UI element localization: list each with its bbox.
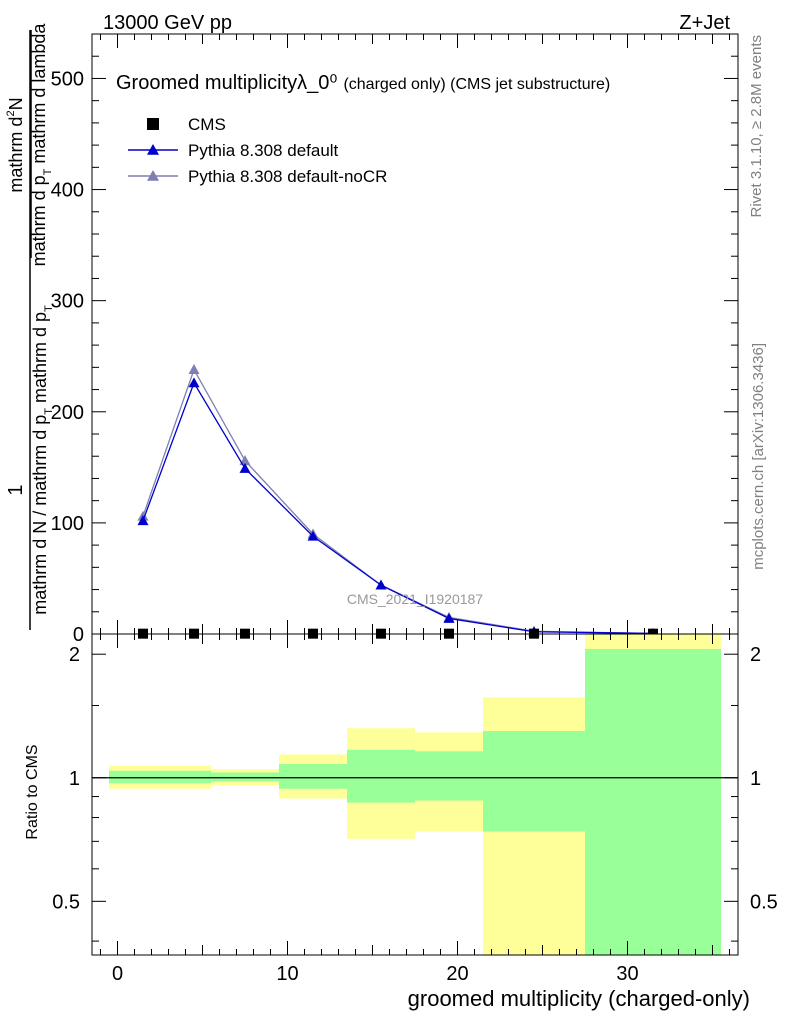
series-point-1: [307, 530, 319, 541]
ratio-y-tick-label: 1: [69, 768, 80, 790]
series-point-1: [375, 579, 387, 590]
ratio-ylabel: Ratio to CMS: [24, 744, 41, 839]
main-plot: 0 100 200 300 400 500 Groomed multiplicityλ_0…: [51, 33, 739, 646]
legend-label: Pythia 8.308 default: [188, 141, 339, 160]
main-y-tick-label: 0: [73, 624, 84, 646]
ratio-bands: [92, 634, 738, 955]
legend-label: CMS: [188, 115, 226, 134]
x-tick-label: 10: [276, 963, 298, 985]
ylabel-denominator: mathrm d N / mathrm d pT mathrm d pT: [30, 305, 55, 615]
main-x-ticks: [100, 34, 730, 634]
main-y-tick-label: 300: [51, 291, 84, 313]
x-axis-label: groomed multiplicity (charged-only): [408, 986, 750, 1011]
process-label: Z+Jet: [679, 12, 730, 34]
legend-marker: [147, 170, 159, 181]
mcplots-label: mcplots.cern.ch [arXiv:1306.3436]: [750, 343, 767, 570]
ratio-plot: 0.5 0.5 1 1 2 2 0 10 20 30 Ratio to CMS groomed …: [24, 633, 778, 1011]
main-y-ticks: 0 100 200 300 400 500: [51, 55, 738, 646]
ratio-band-green: [211, 772, 279, 782]
watermark: CMS_2021_I1920187: [347, 591, 483, 607]
ratio-y-tick-label: 2: [69, 644, 80, 666]
ylabel-frac1-top: mathrm d2N: [5, 97, 26, 192]
legend-marker-cms: [147, 118, 159, 130]
rivet-label: Rivet 3.1.10, ≥ 2.8M events: [748, 35, 765, 218]
ratio-y-tick-label: 0.5: [52, 891, 80, 913]
series-point-1: [443, 612, 455, 623]
main-y-tick-label: 100: [51, 513, 84, 535]
main-ylabel: 1 mathrm d2N mathrm d pT mathrm d lambda…: [5, 23, 55, 630]
ylabel-numerator: 1: [5, 484, 27, 495]
ratio-band-green: [415, 751, 483, 801]
series-line-1: [142, 381, 654, 635]
main-y-tick-label: 400: [51, 180, 84, 202]
ratio-y-tick-label-right: 1: [750, 768, 761, 790]
energy-label: 13000 GeV pp: [103, 12, 232, 34]
ratio-band-green: [347, 749, 415, 803]
x-tick-label: 30: [616, 963, 638, 985]
ratio-y-tick-label-right: 0.5: [750, 891, 778, 913]
main-y-tick-label: 200: [51, 402, 84, 424]
series-point-1: [239, 462, 251, 473]
ratio-band-green: [279, 764, 347, 789]
ratio-band-green: [483, 730, 585, 832]
ratio-band-green: [585, 648, 721, 955]
ratio-y-ticks: 0.5 0.5 1 1 2 2: [52, 644, 778, 942]
ratio-y-tick-label-right: 2: [750, 644, 761, 666]
ratio-plot-frame: [91, 633, 739, 956]
ratio-band-green: [177, 770, 211, 784]
series-point-1: [137, 515, 149, 526]
x-tick-label: 20: [446, 963, 468, 985]
legend-label: Pythia 8.308 default-noCR: [188, 167, 387, 186]
ylabel-frac1-bottom: mathrm d pT mathrm d lambda: [29, 23, 54, 267]
main-title: Groomed multiplicityλ_0⁰ (charged only) (…: [116, 72, 610, 94]
legend-marker: [147, 144, 159, 155]
x-tick-label: 0: [112, 963, 123, 985]
ratio-x-ticks: 0 10 20 30: [100, 634, 730, 985]
main-y-tick-label: 500: [51, 68, 84, 90]
ratio-band-green: [109, 770, 177, 784]
series-point-1: [188, 377, 200, 388]
legend: CMS Pythia 8.308 default Pythia 8.308 defa…: [128, 115, 387, 186]
series-point-2: [188, 364, 200, 374]
